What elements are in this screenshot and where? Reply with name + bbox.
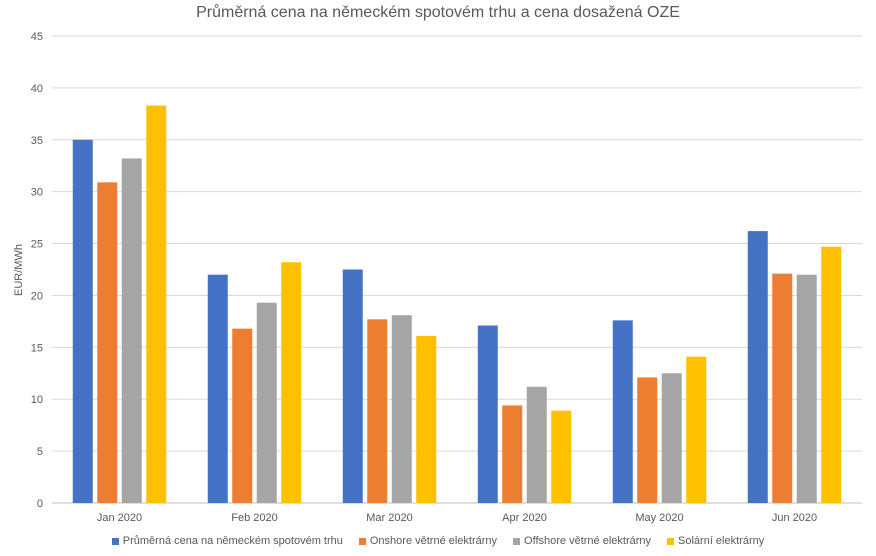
y-tick-label: 5	[37, 446, 43, 458]
x-tick-label: Mar 2020	[366, 512, 412, 524]
x-tick-label: Apr 2020	[502, 512, 547, 524]
bar	[821, 246, 842, 503]
legend-label: Průměrná cena na německém spotovém trhu	[122, 535, 343, 547]
legend-item: Onshore větrné elektrárny	[358, 535, 498, 547]
bar	[367, 319, 388, 503]
legend-swatch	[111, 537, 119, 545]
y-tick-label: 35	[31, 135, 43, 147]
y-tick-label: 45	[31, 31, 43, 43]
bar	[342, 269, 363, 503]
bar	[661, 373, 682, 503]
legend-item: Solární elektrárny	[667, 535, 764, 547]
y-axis-ticks: 0 5 10 15 20 25 30 35 40 45	[31, 31, 43, 510]
y-axis-label: EUR/MWh	[13, 244, 25, 296]
x-axis-ticks: Jan 2020 Feb 2020 Mar 2020 Apr 2020 May 2020…	[97, 512, 817, 524]
bar	[281, 262, 302, 503]
y-tick-label: 0	[37, 498, 43, 510]
legend-swatch	[513, 537, 521, 545]
bar	[256, 302, 277, 503]
bar	[747, 231, 768, 503]
legend-label: Solární elektrárny	[678, 535, 765, 547]
bar	[232, 328, 253, 503]
bar	[502, 405, 523, 503]
bar	[121, 158, 142, 504]
y-tick-label: 10	[31, 394, 43, 406]
legend-item: Offshore větrné elektrárny	[513, 535, 651, 547]
x-tick-label: May 2020	[635, 512, 683, 524]
bar	[416, 335, 437, 503]
bar	[391, 315, 412, 503]
bar	[551, 410, 572, 503]
y-tick-label: 30	[31, 187, 43, 199]
legend-swatch	[667, 537, 675, 545]
x-tick-label: Feb 2020	[231, 512, 277, 524]
legend: Průměrná cena na německém spotovém trhu O…	[0, 535, 876, 547]
bar	[686, 356, 707, 503]
bar	[146, 105, 167, 503]
bar	[612, 320, 633, 503]
x-tick-label: Jun 2020	[772, 512, 817, 524]
bar	[637, 377, 658, 503]
y-tick-label: 40	[31, 83, 43, 95]
bar	[97, 182, 118, 503]
legend-label: Offshore větrné elektrárny	[524, 535, 652, 547]
bar	[72, 139, 93, 503]
y-tick-label: 20	[31, 290, 43, 302]
legend-item: Průměrná cena na německém spotovém trhu	[111, 535, 343, 547]
x-tick-label: Jan 2020	[97, 512, 142, 524]
bar	[526, 386, 547, 503]
bars	[72, 105, 842, 504]
bar	[207, 274, 228, 503]
gridlines	[52, 35, 862, 504]
bar	[477, 325, 498, 503]
bar	[772, 273, 793, 503]
y-tick-label: 25	[31, 239, 43, 251]
bar	[796, 274, 817, 503]
chart-title: Průměrná cena na německém spotovém trhu …	[196, 4, 680, 21]
legend-label: Onshore větrné elektrárny	[369, 535, 498, 547]
y-tick-label: 15	[31, 342, 43, 354]
legend-swatch	[358, 537, 366, 545]
